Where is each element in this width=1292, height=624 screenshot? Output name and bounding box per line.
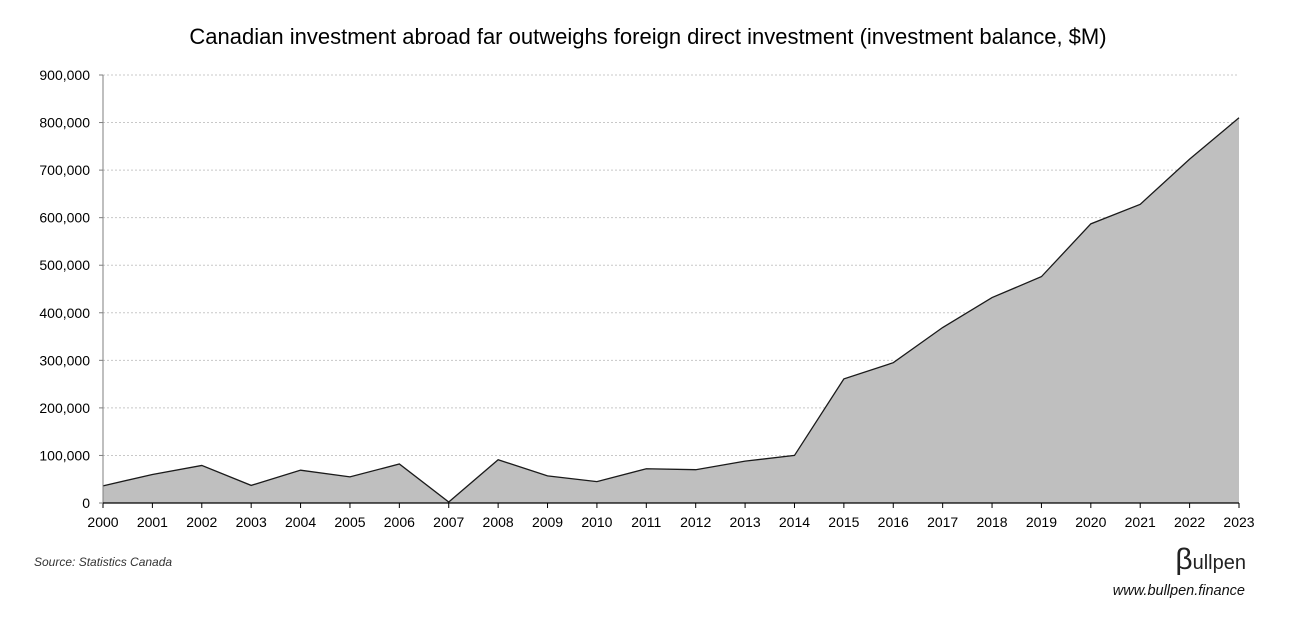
x-tick-label: 2012: [680, 514, 711, 530]
brand-url: www.bullpen.finance: [1112, 583, 1245, 599]
x-tick-label: 2019: [1026, 514, 1057, 530]
source-note: Source: Statistics Canada: [34, 555, 173, 569]
area-chart: Canadian investment abroad far outweighs…: [39, 24, 1254, 530]
y-tick-label: 800,000: [39, 115, 90, 131]
x-tick-labels: 2000 2001 2002 2003 2004 2005 2006 2007 2008 2009…: [87, 514, 1254, 530]
x-tick-label: 2013: [730, 514, 761, 530]
x-tick-label: 2017: [927, 514, 958, 530]
chart-title: Canadian investment abroad far outweighs…: [189, 24, 1106, 49]
x-tick-label: 2002: [186, 514, 217, 530]
x-tick-label: 2000: [87, 514, 118, 530]
y-tick-label: 600,000: [39, 210, 90, 226]
y-tick-label: 0: [82, 495, 90, 511]
x-tick-label: 2010: [581, 514, 612, 530]
x-tick-label: 2005: [334, 514, 365, 530]
x-tick-label: 2006: [384, 514, 415, 530]
brand-logo: βullpen: [1175, 543, 1246, 577]
x-tick-label: 2016: [878, 514, 909, 530]
y-tick-label: 400,000: [39, 305, 90, 321]
x-tick-label: 2022: [1174, 514, 1205, 530]
x-tick-label: 2003: [236, 514, 267, 530]
series-line: [102, 117, 1240, 503]
x-tick-label: 2021: [1125, 514, 1156, 530]
x-tick-label: 2009: [532, 514, 563, 530]
brand-name: ullpen: [1192, 552, 1246, 574]
y-tick-label: 200,000: [39, 400, 90, 416]
x-tick-label: 2015: [828, 514, 859, 530]
x-tick-label: 2011: [631, 514, 661, 530]
axes: [99, 74, 1240, 508]
x-tick-label: 2023: [1223, 514, 1254, 530]
area-fill: [103, 117, 1239, 504]
y-tick-labels: 0 100,000 200,000 300,000 400,000 500,000 600,…: [39, 67, 90, 511]
x-tick-label: 2014: [779, 514, 810, 530]
x-tick-label: 2007: [433, 514, 464, 530]
area-series: [102, 117, 1240, 504]
x-tick-label: 2004: [285, 514, 316, 530]
x-tick-label: 2008: [483, 514, 514, 530]
y-tick-label: 100,000: [39, 447, 90, 463]
gridlines: [103, 74, 1239, 456]
brand-beta: β: [1175, 543, 1193, 576]
y-tick-label: 700,000: [39, 162, 90, 178]
y-tick-label: 900,000: [39, 67, 90, 83]
y-tick-label: 500,000: [39, 257, 90, 273]
x-tick-label: 2018: [976, 514, 1007, 530]
y-tick-label: 300,000: [39, 352, 90, 368]
x-tick-label: 2001: [137, 514, 168, 530]
x-tick-label: 2020: [1075, 514, 1106, 530]
